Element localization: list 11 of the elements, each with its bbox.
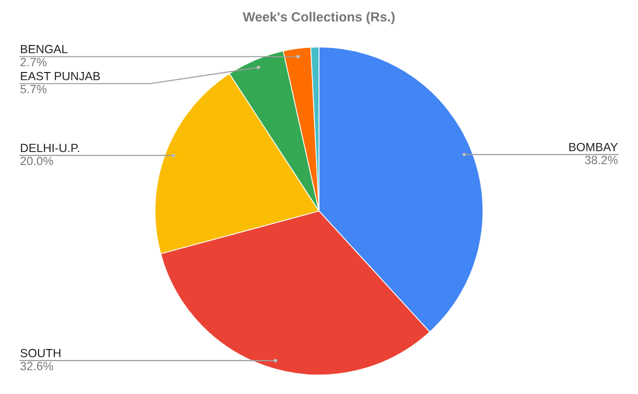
data-label: 5.7% <box>20 84 46 94</box>
slice-label: EAST PUNJAB <box>20 72 100 80</box>
chart-title: Week's Collections (Rs.) <box>242 12 395 24</box>
slice-label: DELHI-U.P. <box>20 144 80 152</box>
data-label: 38.2% <box>584 156 618 164</box>
slice-label: BENGAL <box>20 44 68 54</box>
slice-label: BOMBAY <box>569 142 618 152</box>
data-label: 32.6% <box>20 362 54 370</box>
data-label: 20.0% <box>20 156 54 166</box>
data-label: 2.7% <box>20 58 46 66</box>
slice-label: SOUTH <box>20 348 60 358</box>
